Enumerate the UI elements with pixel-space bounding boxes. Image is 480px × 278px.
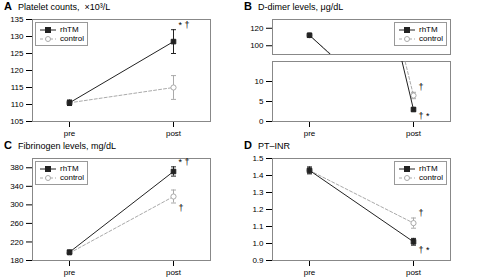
html-text:rhTM: rhTM — [419, 164, 438, 173]
svg-text:105: 105 — [10, 117, 24, 126]
html-text:Fibrinogen levels, mg/dL: Fibrinogen levels, mg/dL — [18, 141, 116, 151]
svg-text:1.2: 1.2 — [252, 205, 264, 214]
svg-text:1.3: 1.3 — [252, 188, 264, 197]
html-text:rhTM: rhTM — [419, 25, 438, 34]
svg-text:1.1: 1.1 — [252, 222, 264, 231]
svg-text:300: 300 — [10, 200, 24, 209]
svg-text:260: 260 — [10, 219, 24, 228]
svg-text:135: 135 — [10, 15, 24, 24]
svg-text:† *: † * — [419, 245, 431, 255]
svg-text:10: 10 — [255, 77, 264, 86]
html-text:rhTM: rhTM — [60, 25, 79, 34]
svg-text:220: 220 — [10, 238, 24, 247]
html-text:C: C — [4, 139, 12, 151]
svg-text:130: 130 — [10, 32, 24, 41]
html-text:D-dimer levels, μg/dL: D-dimer levels, μg/dL — [258, 2, 344, 12]
svg-text:† *: † * — [419, 111, 431, 121]
svg-text:post: post — [406, 129, 422, 138]
html-text:Platelet counts, ×10³/L: Platelet counts, ×10³/L — [18, 2, 111, 12]
svg-text:pre: pre — [304, 268, 316, 277]
svg-text:post: post — [406, 268, 422, 277]
svg-text:post: post — [166, 268, 182, 277]
html-text:control: control — [60, 34, 84, 43]
svg-text:pre: pre — [64, 129, 76, 138]
svg-text:†: † — [419, 82, 424, 92]
svg-text:* †: * † — [179, 157, 190, 167]
svg-text:380: 380 — [10, 163, 24, 172]
svg-text:pre: pre — [64, 268, 76, 277]
svg-text:†: † — [179, 203, 184, 213]
svg-text:1.5: 1.5 — [252, 154, 264, 163]
svg-text:pre: pre — [304, 129, 316, 138]
svg-text:340: 340 — [10, 182, 24, 191]
svg-text:0.9: 0.9 — [252, 256, 264, 265]
svg-text:110: 110 — [11, 100, 24, 109]
svg-text:1.4: 1.4 — [252, 171, 264, 180]
html-text:PT–INR: PT–INR — [258, 141, 290, 151]
svg-text:115: 115 — [11, 83, 24, 92]
html-text:rhTM: rhTM — [60, 164, 79, 173]
html-text:control: control — [419, 34, 443, 43]
svg-text:180: 180 — [10, 256, 24, 265]
html-text:control: control — [60, 173, 84, 182]
svg-text:120: 120 — [10, 66, 24, 75]
svg-text:post: post — [166, 129, 182, 138]
html-text:B: B — [244, 0, 252, 12]
svg-text:100: 100 — [250, 41, 264, 50]
svg-text:5: 5 — [259, 97, 264, 106]
html-text:D: D — [244, 139, 252, 151]
svg-text:1.0: 1.0 — [252, 239, 264, 248]
svg-text:125: 125 — [10, 49, 24, 58]
html-text:A: A — [4, 0, 12, 12]
svg-text:120: 120 — [250, 24, 264, 33]
svg-text:†: † — [419, 208, 424, 218]
svg-text:0: 0 — [259, 117, 264, 126]
html-text:control: control — [419, 173, 443, 182]
svg-text:* †: * † — [179, 20, 190, 30]
